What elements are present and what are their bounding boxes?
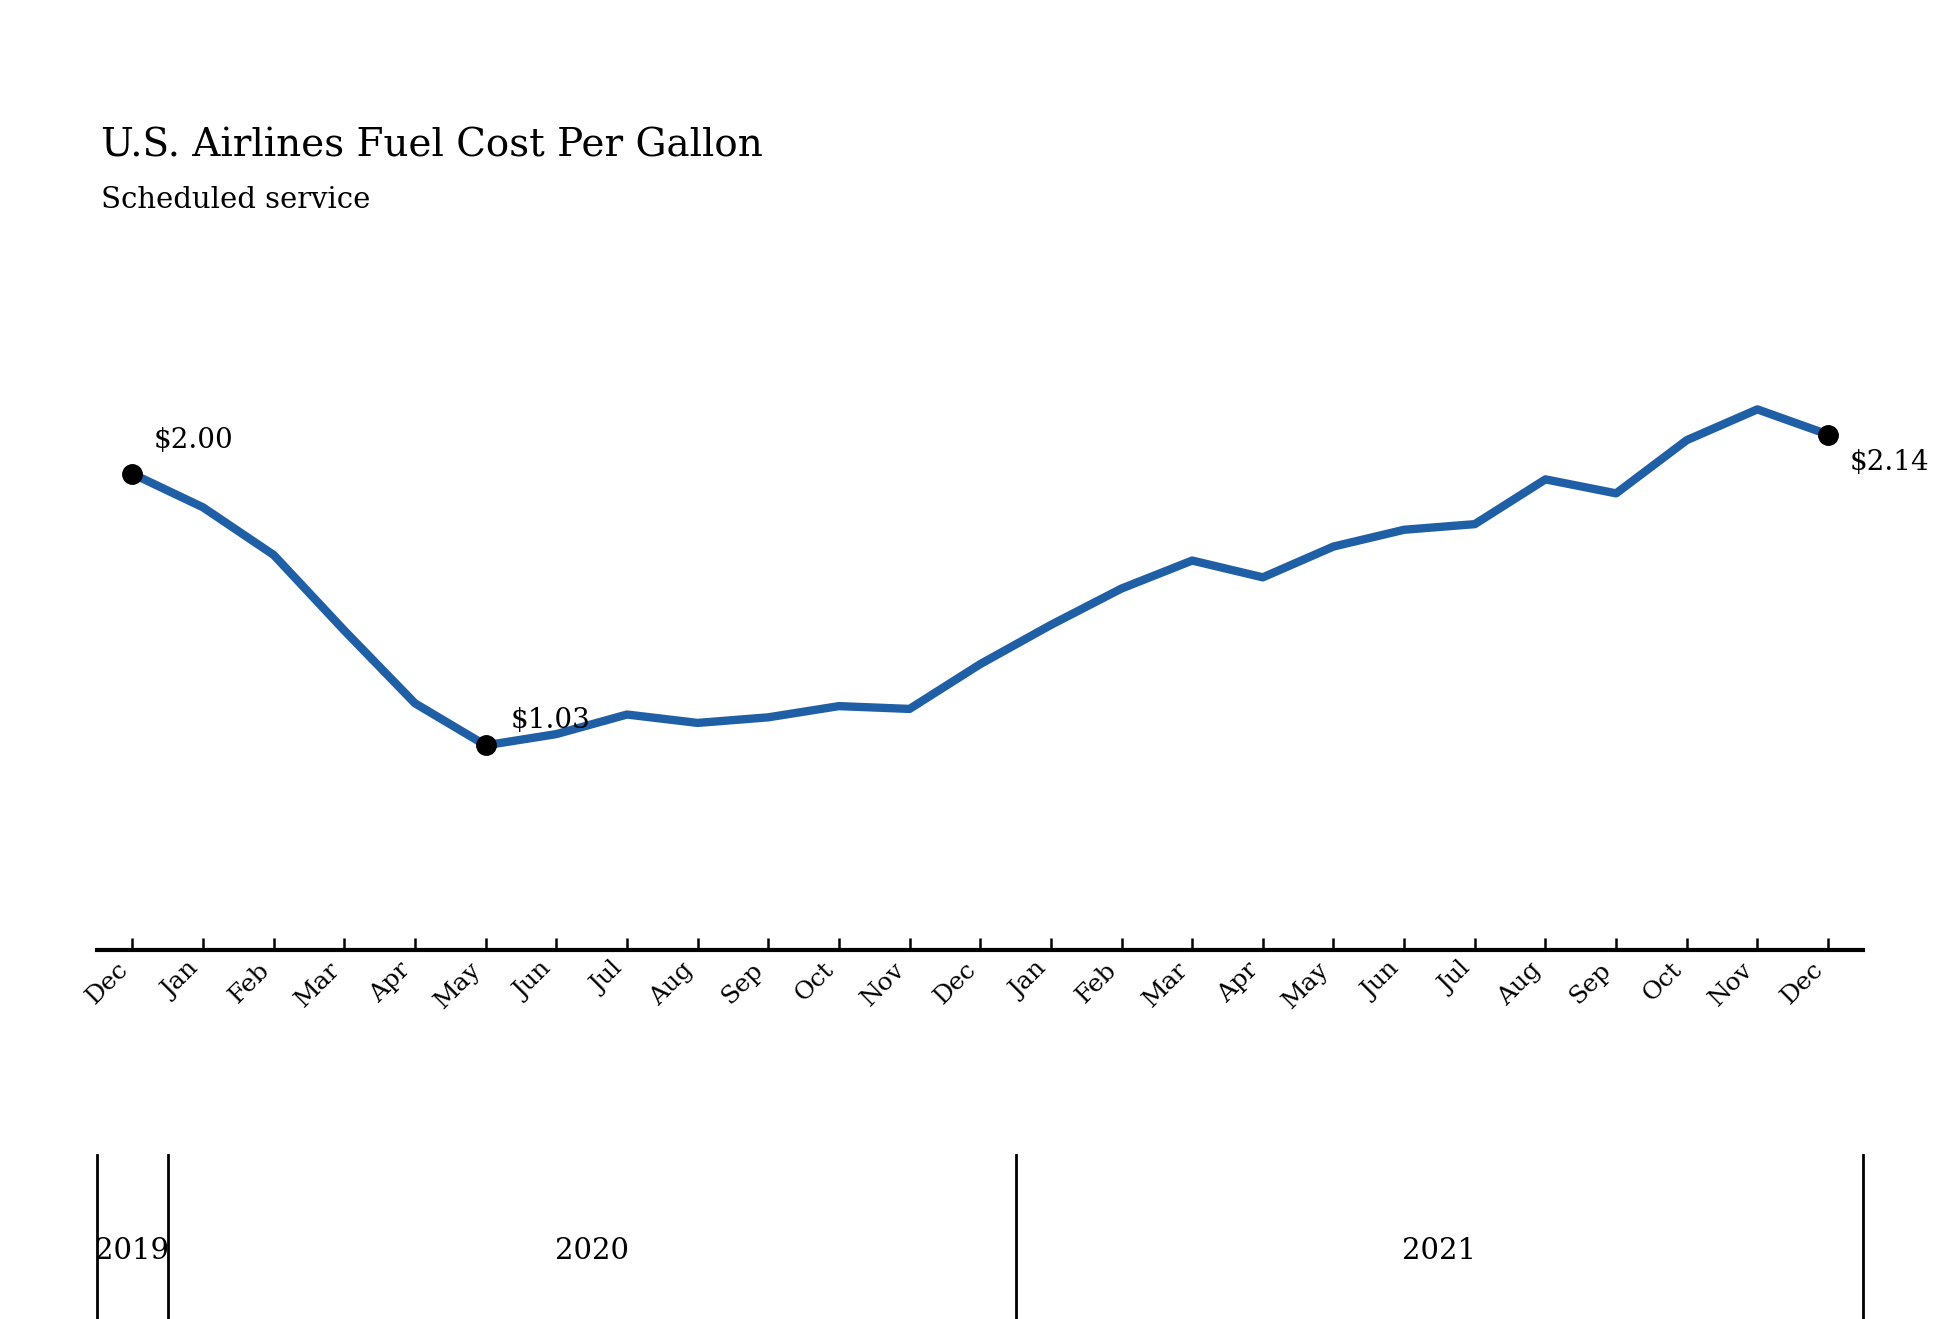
- Text: 2020: 2020: [555, 1237, 629, 1265]
- Text: U.S. Airlines Fuel Cost Per Gallon: U.S. Airlines Fuel Cost Per Gallon: [101, 128, 763, 165]
- Text: $2.14: $2.14: [1850, 448, 1929, 476]
- Text: 2021: 2021: [1403, 1237, 1477, 1265]
- Text: $1.03: $1.03: [510, 707, 590, 735]
- Text: 2019: 2019: [95, 1237, 169, 1265]
- Text: Scheduled service: Scheduled service: [101, 186, 371, 214]
- Text: $2.00: $2.00: [153, 427, 233, 454]
